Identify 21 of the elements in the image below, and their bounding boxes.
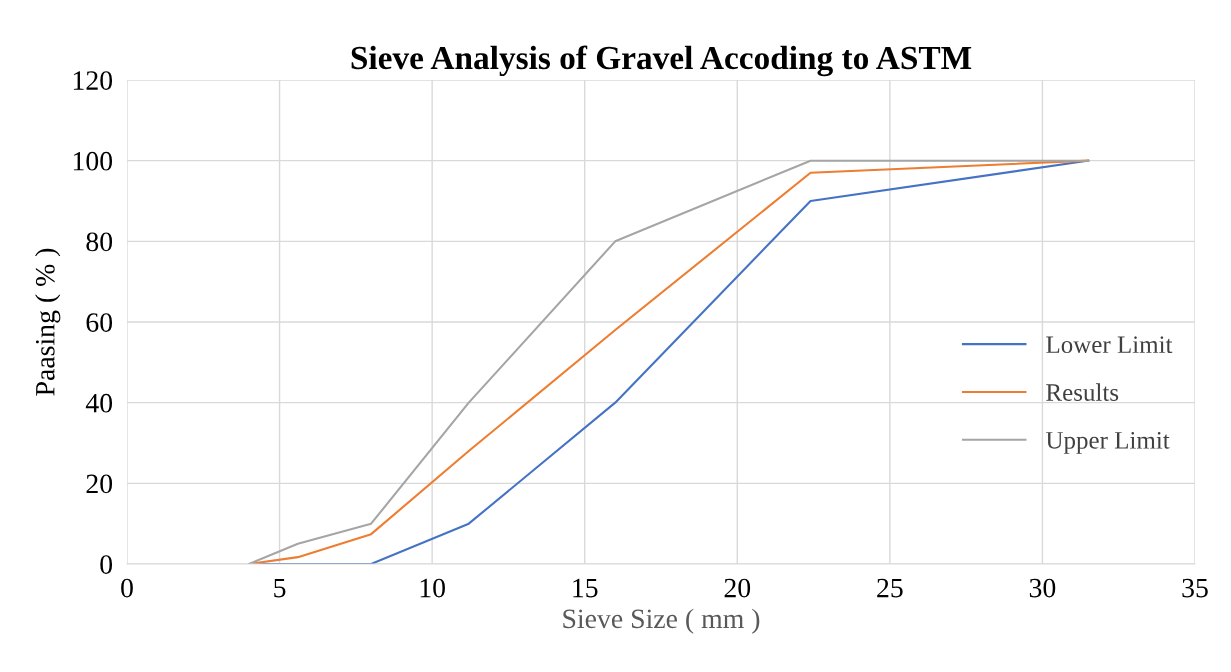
x-tick-label: 5 — [274, 578, 286, 598]
x-tick-label: 15 — [573, 578, 598, 598]
x-tick-label: 10 — [420, 578, 445, 598]
x-tick-label: 30 — [1029, 578, 1056, 598]
x-tick-label: 0 — [121, 578, 133, 598]
y-tick-label: 60 — [86, 313, 113, 332]
x-tick-label: 20 — [724, 578, 751, 598]
x-tick-label: 35 — [1182, 578, 1208, 598]
y-tick-label: 20 — [86, 474, 113, 494]
y-tick-label: 120 — [73, 71, 113, 90]
x-axis-title: Sieve Size ( mm ) — [563, 608, 760, 634]
chart-title: Sieve Analysis of Gravel Accoding to ASTM — [351, 45, 972, 77]
y-tick-label: 100 — [73, 151, 113, 171]
legend-label: Upper Limit — [1045, 431, 1170, 454]
y-tick-label: 40 — [85, 393, 113, 413]
legend-label: Lower Limit — [1046, 336, 1173, 354]
legend-label: Results — [1046, 383, 1119, 401]
y-tick-label: 0 — [100, 555, 113, 574]
y-axis-title: Paasing ( % ) — [35, 248, 61, 396]
x-tick-label: 25 — [877, 578, 903, 598]
y-tick-label: 80 — [86, 232, 113, 252]
